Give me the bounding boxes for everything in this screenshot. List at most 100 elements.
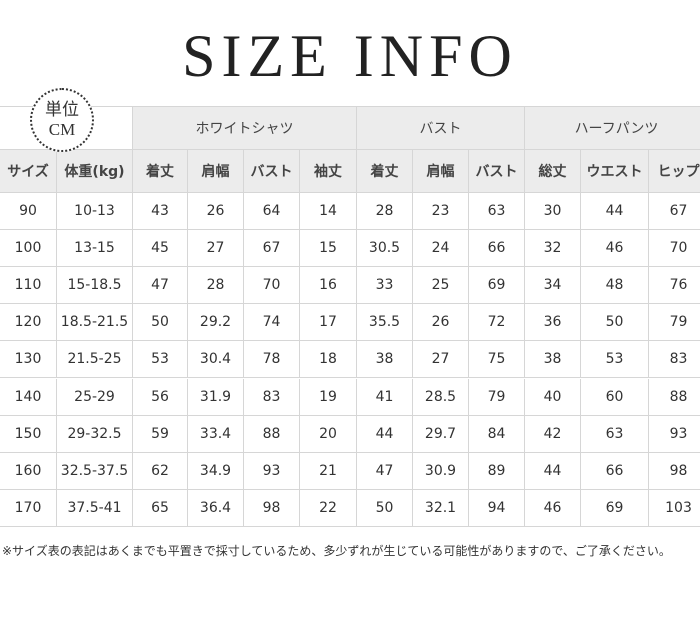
table-cell: 63 (581, 415, 649, 453)
table-cell: 78 (244, 341, 300, 379)
table-cell: 98 (649, 453, 700, 490)
table-cell: 29.7 (413, 415, 469, 453)
table-cell: 60 (581, 378, 649, 416)
table-cell: 50 (133, 304, 188, 342)
group-header: ホワイトシャツ (133, 106, 357, 150)
table-cell: 40 (525, 378, 581, 416)
table-cell: 21.5-25 (57, 341, 133, 379)
table-cell: 47 (357, 452, 413, 490)
table-cell: 103 (649, 490, 700, 527)
table-cell: 35.5 (357, 304, 413, 342)
table-cell: 28 (188, 267, 244, 305)
table-cell: 56 (133, 378, 188, 416)
table-cell: 76 (649, 267, 700, 305)
table-cell: 43 (133, 193, 188, 231)
table-cell: 50 (581, 304, 649, 342)
table-cell: 15 (300, 230, 357, 268)
table-cell: 140 (0, 378, 57, 416)
unit-badge: 単位 CM (30, 88, 94, 152)
table-cell: 74 (244, 304, 300, 342)
table-cell: 26 (188, 193, 244, 231)
table-cell: 93 (649, 416, 700, 453)
table-cell: 13-15 (57, 230, 133, 268)
table-cell: 48 (581, 267, 649, 305)
table-cell: 27 (413, 341, 469, 379)
table-cell: 19 (300, 378, 357, 416)
table-cell: 18.5-21.5 (57, 304, 133, 342)
table-cell: 23 (413, 193, 469, 231)
table-cell: 28.5 (413, 378, 469, 416)
group-header: バスト (357, 106, 525, 150)
table-cell: 160 (0, 452, 57, 490)
table-cell: 83 (244, 378, 300, 416)
table-cell: 53 (581, 341, 649, 379)
table-cell: 37.5-41 (57, 489, 133, 527)
table-cell: 44 (525, 452, 581, 490)
table-cell: 34 (525, 267, 581, 305)
table-cell: 38 (357, 341, 413, 379)
table-cell: 69 (581, 489, 649, 527)
table-cell: 45 (133, 230, 188, 268)
table-cell: 29.2 (188, 304, 244, 342)
table-cell: 30.9 (413, 452, 469, 490)
column-header: ヒップ (649, 150, 700, 193)
table-cell: 66 (581, 452, 649, 490)
table-cell: 15-18.5 (57, 267, 133, 305)
table-cell: 30 (525, 193, 581, 231)
table-cell: 24 (413, 230, 469, 268)
group-header: ハーフパンツ (525, 106, 700, 150)
table-cell: 79 (469, 378, 525, 416)
table-cell: 18 (300, 341, 357, 379)
unit-value: CM (48, 120, 76, 139)
table-cell: 98 (244, 489, 300, 527)
table-cell: 64 (244, 193, 300, 231)
table-cell: 22 (300, 489, 357, 527)
table-cell: 10-13 (57, 193, 133, 231)
table-cell: 32 (525, 230, 581, 268)
table-cell: 46 (581, 230, 649, 268)
table-cell: 41 (357, 378, 413, 416)
table-cell: 88 (244, 415, 300, 453)
table-cell: 72 (469, 304, 525, 342)
table-cell: 42 (525, 415, 581, 453)
unit-label: 単位 (45, 100, 79, 119)
table-cell: 94 (469, 489, 525, 527)
table-cell: 150 (0, 415, 57, 453)
column-header: 肩幅 (188, 150, 244, 193)
column-header: 着丈 (133, 150, 188, 193)
table-cell: 100 (0, 230, 57, 268)
table-cell: 32.5-37.5 (57, 452, 133, 490)
table-cell: 30.5 (357, 230, 413, 268)
table-cell: 62 (133, 452, 188, 490)
table-cell: 93 (244, 452, 300, 490)
table-cell: 36.4 (188, 489, 244, 527)
table-cell: 69 (469, 267, 525, 305)
table-cell: 65 (133, 489, 188, 527)
table-cell: 17 (300, 304, 357, 342)
column-header: 肩幅 (413, 150, 469, 193)
table-cell: 33.4 (188, 415, 244, 453)
column-header: 総丈 (525, 150, 581, 193)
column-header: 体重(kg) (57, 150, 133, 193)
table-cell: 16 (300, 267, 357, 305)
table-cell: 110 (0, 267, 57, 305)
table-cell: 27 (188, 230, 244, 268)
title: SIZE INFO (182, 23, 518, 89)
table-cell: 44 (581, 193, 649, 231)
table-cell: 50 (357, 489, 413, 527)
table-cell: 79 (649, 304, 700, 342)
table-cell: 28 (357, 193, 413, 231)
table-cell: 90 (0, 193, 57, 231)
note: ※サイズ表の表記はあくまでも平置きで採寸しているため、多少ずれが生じている可能性… (2, 544, 671, 558)
table-cell: 70 (649, 230, 700, 268)
table-cell: 88 (649, 379, 700, 416)
table-cell: 59 (133, 415, 188, 453)
table-cell: 66 (469, 230, 525, 268)
table-cell: 130 (0, 341, 57, 379)
table-cell: 170 (0, 489, 57, 527)
table-cell: 29-32.5 (57, 415, 133, 453)
table-cell: 14 (300, 193, 357, 231)
table-cell: 89 (469, 452, 525, 490)
table-cell: 75 (469, 341, 525, 379)
